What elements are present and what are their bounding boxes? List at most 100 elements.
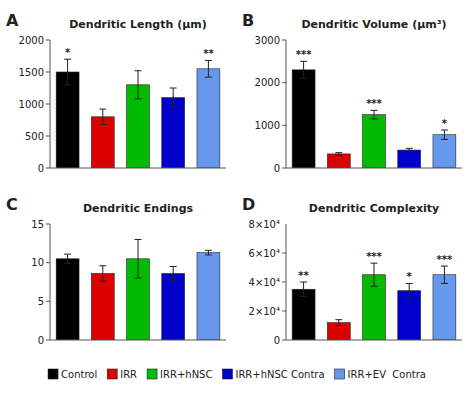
error-bar [135, 71, 142, 99]
significance-star: * [65, 47, 71, 58]
legend-label: Control [61, 369, 97, 380]
legend-swatch [222, 369, 232, 379]
y-tick-label: 6×10⁴ [249, 248, 280, 259]
x-axis [50, 340, 226, 341]
legend-item: IRR [107, 369, 137, 380]
legend-item: IRR+hNSC [147, 369, 212, 380]
error-bar [170, 88, 177, 107]
y-tick-label: 1000 [255, 120, 280, 131]
y-tick-label: 2000 [19, 35, 44, 46]
error-bar [205, 60, 212, 77]
y-tick [46, 262, 50, 263]
error-bar [335, 320, 342, 326]
panel: Dendritic Endings051015C [6, 195, 226, 346]
error-bar [135, 239, 142, 278]
y-tick [282, 125, 286, 126]
legend-label: IRR+hNSC Contra [235, 369, 324, 380]
error-bar [99, 266, 106, 281]
legend: Control IRR IRR+hNSC IRR+hNSC Contra IRR+EV … [48, 369, 426, 380]
bar [292, 70, 315, 168]
legend-swatch [147, 369, 157, 379]
significance-star: ** [203, 48, 214, 59]
bar [327, 154, 350, 168]
y-tick-label: 10 [31, 257, 44, 268]
error-bar [300, 61, 307, 78]
bar [56, 72, 79, 168]
x-axis [50, 168, 226, 169]
error-bar [335, 153, 342, 156]
error-bar [441, 130, 448, 139]
panel-label: A [6, 11, 19, 30]
y-tick-label: 0 [274, 335, 280, 346]
legend-swatch [107, 369, 117, 379]
panel-label: C [6, 195, 18, 214]
panel-label: D [242, 195, 255, 214]
y-tick-label: 5 [38, 296, 44, 307]
legend-swatch [335, 369, 345, 379]
legend-label: IRR+EV Contra [348, 369, 426, 380]
error-bar [371, 110, 378, 119]
error-bar [205, 250, 212, 255]
y-tick [282, 340, 286, 341]
bar [162, 98, 185, 168]
axis-scale-label: 8×10⁴ [249, 219, 280, 230]
marks [56, 59, 220, 168]
significance-star: * [442, 118, 448, 129]
y-tick-label: 3000 [255, 35, 280, 46]
error-bar [441, 266, 448, 283]
y-tick-label: 2×10⁴ [249, 306, 280, 317]
y-tick-label: 1000 [19, 99, 44, 110]
y-tick [46, 104, 50, 105]
y-tick [282, 168, 286, 169]
y-tick [282, 82, 286, 83]
error-bar [64, 254, 71, 263]
y-tick-label: 0 [274, 163, 280, 174]
y-tick [46, 40, 50, 41]
marks [56, 239, 220, 340]
bar [433, 275, 456, 340]
y-tick [46, 340, 50, 341]
y-tick-label: 0 [38, 335, 44, 346]
bar [398, 150, 421, 168]
error-bar [170, 267, 177, 281]
bar [91, 273, 114, 340]
panel: Dendritic Volume (μm³)0100020003000B****… [242, 11, 462, 174]
y-tick-label: 1500 [19, 67, 44, 78]
significance-star: * [407, 271, 413, 282]
error-bar [64, 59, 71, 85]
y-tick [46, 168, 50, 169]
bar [197, 69, 220, 168]
significance-star: *** [366, 251, 382, 262]
bar [162, 273, 185, 340]
panel-title: Dendritic Volume (μm³) [301, 18, 446, 31]
significance-star: ** [298, 270, 309, 281]
legend-item: Control [48, 369, 97, 380]
y-tick-label: 0 [38, 163, 44, 174]
y-tick [282, 311, 286, 312]
y-tick-label: 4×10⁴ [249, 277, 280, 288]
y-tick [282, 40, 286, 41]
panel-label: B [242, 11, 254, 30]
y-axis [286, 224, 287, 340]
y-tick [46, 136, 50, 137]
y-tick [46, 72, 50, 73]
figure: Dendritic Length (μm)0500100015002000A**… [0, 0, 474, 395]
x-axis [286, 340, 462, 341]
y-tick-label: 2000 [255, 77, 280, 88]
error-bar [300, 282, 307, 297]
y-axis [50, 40, 51, 168]
error-bar [99, 109, 106, 124]
legend-item: IRR+hNSC Contra [222, 369, 324, 380]
error-bar [371, 263, 378, 286]
significance-star: *** [437, 254, 453, 265]
x-axis [286, 168, 462, 169]
legend-label: IRR+hNSC [160, 369, 212, 380]
legend-label: IRR [120, 369, 137, 380]
panel: Dendritic Complexity02×10⁴4×10⁴6×10⁴D8×1… [242, 195, 462, 346]
significance-star: *** [296, 49, 312, 60]
legend-item: IRR+EV Contra [335, 369, 426, 380]
marks [292, 61, 456, 168]
y-tick-label: 15 [31, 219, 44, 230]
bar [56, 259, 79, 340]
y-tick [282, 253, 286, 254]
